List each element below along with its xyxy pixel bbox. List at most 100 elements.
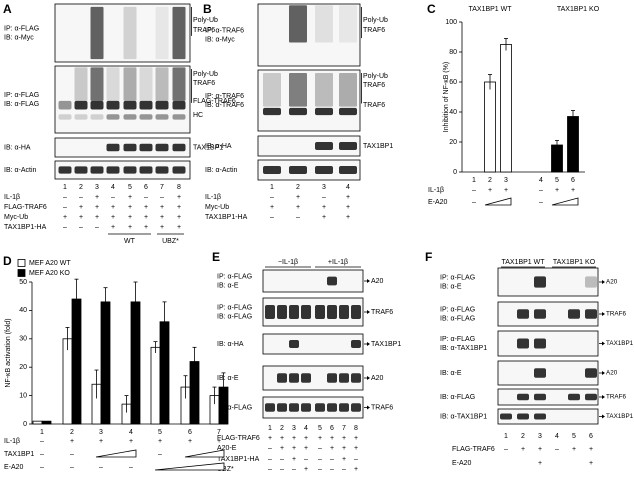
condition-value: +: [160, 224, 164, 231]
condition-value: +: [111, 204, 115, 211]
protein-label: TAX1BP1: [606, 413, 634, 420]
x-tick-label: 2: [488, 177, 492, 184]
lane-number: 5: [572, 433, 576, 440]
band: [327, 373, 337, 383]
condition-value: –: [268, 466, 272, 473]
condition-value: +: [188, 438, 192, 445]
protein-label: TRAF6: [371, 404, 393, 411]
arrow-head: [602, 414, 605, 419]
blot-antibody: IB: α-FLAG: [440, 394, 475, 401]
lane-number: 3: [95, 184, 99, 191]
condition-value: +: [129, 438, 133, 445]
condition-value: +: [111, 224, 115, 231]
band: [172, 114, 186, 120]
band: [277, 373, 287, 383]
blot: [257, 135, 361, 157]
condition-value: +: [589, 446, 593, 453]
protein-label: TRAF6: [363, 27, 385, 34]
condition-value: –: [144, 194, 148, 201]
condition-value: +: [63, 214, 67, 221]
bar: [62, 338, 73, 425]
condition-value: –: [280, 466, 284, 473]
condition-value: –: [95, 224, 99, 231]
y-tick-label: 50: [19, 279, 27, 286]
band: [339, 142, 357, 150]
condition-value: +: [346, 194, 350, 201]
blot: [257, 3, 361, 67]
condition-value: +: [144, 204, 148, 211]
condition-value: –: [63, 194, 67, 201]
condition-value: –: [63, 224, 67, 231]
band: [263, 107, 281, 116]
blot-antibody: IB: α-FLAG: [217, 313, 252, 320]
protein-label: TRAF6: [193, 80, 215, 87]
band: [534, 393, 546, 401]
blot: [497, 408, 599, 425]
condition-label: E-A20: [428, 199, 448, 206]
condition-value: +: [95, 214, 99, 221]
legend-label: MEF A20 KO: [29, 270, 70, 277]
group-header: +IL-1β: [328, 259, 348, 266]
condition-value: –: [40, 438, 44, 445]
condition-value: +: [571, 187, 575, 194]
blot: [262, 396, 364, 419]
blot: [497, 360, 599, 386]
condition-value: +: [158, 438, 162, 445]
condition-value: +: [177, 204, 181, 211]
smear: [315, 5, 333, 43]
legend-label: MEF A20 WT: [29, 260, 71, 267]
band: [139, 114, 153, 120]
condition-value: +: [354, 435, 358, 442]
group-header: TAX1BP1 WT: [501, 259, 545, 266]
condition-label: IL-1β: [205, 194, 221, 201]
condition-value: –: [270, 194, 274, 201]
condition-value: –: [79, 194, 83, 201]
condition-value: +: [572, 446, 576, 453]
condition-value: +: [292, 456, 296, 463]
condition-value: +: [144, 224, 148, 231]
condition-value: +: [538, 460, 542, 467]
condition-value: +: [95, 204, 99, 211]
blot-antibody: IB: α-TRAF6: [205, 102, 244, 109]
y-tick-label: 10: [19, 392, 27, 399]
y-tick-label: 20: [19, 364, 27, 371]
blot-antibody: IB: α-HA: [217, 341, 244, 348]
condition-value: –: [268, 445, 272, 452]
smear: [155, 67, 169, 101]
lane-number: 7: [342, 425, 346, 432]
condition-label: Myc-Ub: [205, 204, 229, 211]
y-tick-label: 80: [449, 49, 457, 56]
condition-value: +: [79, 214, 83, 221]
band: [265, 305, 275, 319]
band: [155, 166, 169, 174]
band: [585, 276, 597, 288]
band: [90, 114, 104, 120]
condition-value: –: [330, 466, 334, 473]
panel-label: A: [3, 2, 12, 16]
protein-label: TRAF6: [371, 309, 393, 316]
condition-value: –: [472, 187, 476, 194]
condition-value: +: [280, 435, 284, 442]
condition-label: E-A20: [4, 464, 24, 471]
condition-value: +: [504, 187, 508, 194]
condition-value: +: [304, 466, 308, 473]
wedge: [484, 197, 512, 206]
lane-number: 8: [354, 425, 358, 432]
condition-value: –: [268, 456, 272, 463]
condition-value: +: [304, 445, 308, 452]
lane-number: 2: [296, 184, 300, 191]
band: [351, 403, 361, 412]
band: [301, 373, 311, 383]
blot: [54, 65, 191, 134]
band: [339, 373, 349, 383]
lane-number: 3: [292, 425, 296, 432]
band: [58, 100, 72, 110]
condition-value: +: [79, 204, 83, 211]
y-tick-label: 30: [19, 336, 27, 343]
band: [534, 413, 546, 420]
lane-number: 2: [280, 425, 284, 432]
smear: [123, 6, 137, 60]
arrow-head: [602, 312, 605, 316]
condition-value: +: [280, 445, 284, 452]
arrow-head: [602, 280, 605, 284]
